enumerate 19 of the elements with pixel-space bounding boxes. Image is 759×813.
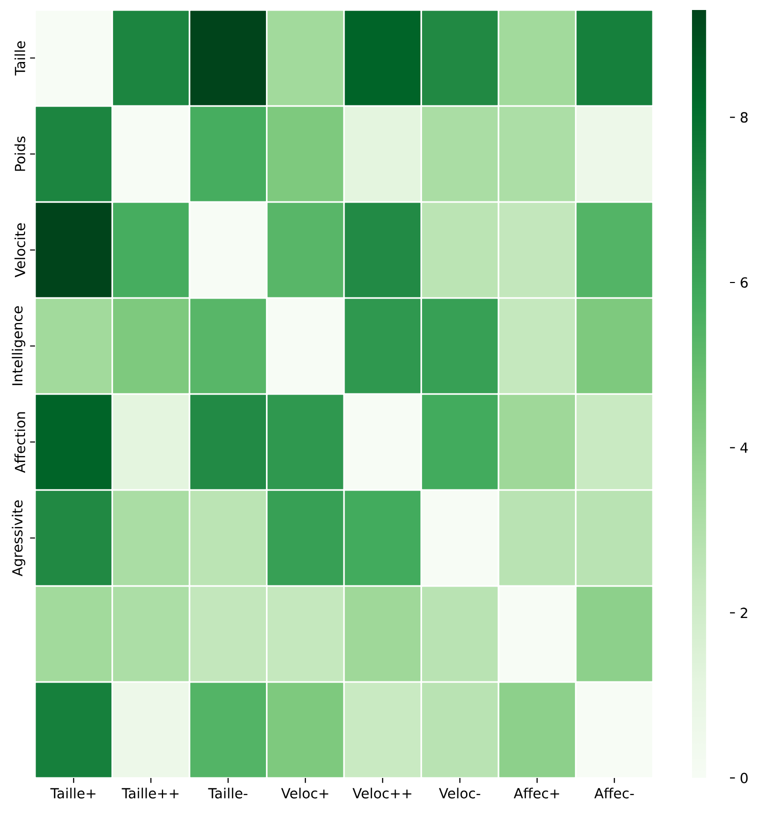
- x-tick-label: Veloc-: [438, 788, 480, 798]
- x-tick-label: Taille+: [50, 788, 96, 798]
- x-tick-label: Taille-: [208, 788, 248, 798]
- color-bar-label: 6: [740, 277, 748, 288]
- y-tick-label: Intelligence: [12, 306, 26, 386]
- x-tick-label: Taille++: [122, 788, 178, 798]
- color-bar-label: 4: [740, 442, 748, 453]
- y-tick-label: Taille: [14, 41, 26, 76]
- x-tick-label: Veloc+: [281, 788, 328, 798]
- x-tick-label: Affec-: [594, 788, 634, 798]
- y-tick-label: Velocite: [14, 223, 26, 278]
- x-tick-label: Affec+: [514, 788, 560, 798]
- y-tick-label: Affection: [14, 412, 26, 473]
- y-tick-label: Agressivite: [12, 500, 26, 576]
- color-bar-label: 8: [740, 112, 748, 123]
- x-tick-label: Veloc++: [352, 788, 412, 798]
- color-bar-label: 0: [740, 772, 748, 784]
- y-tick-label: Poids: [14, 136, 26, 171]
- color-bar-label: 2: [740, 608, 748, 618]
